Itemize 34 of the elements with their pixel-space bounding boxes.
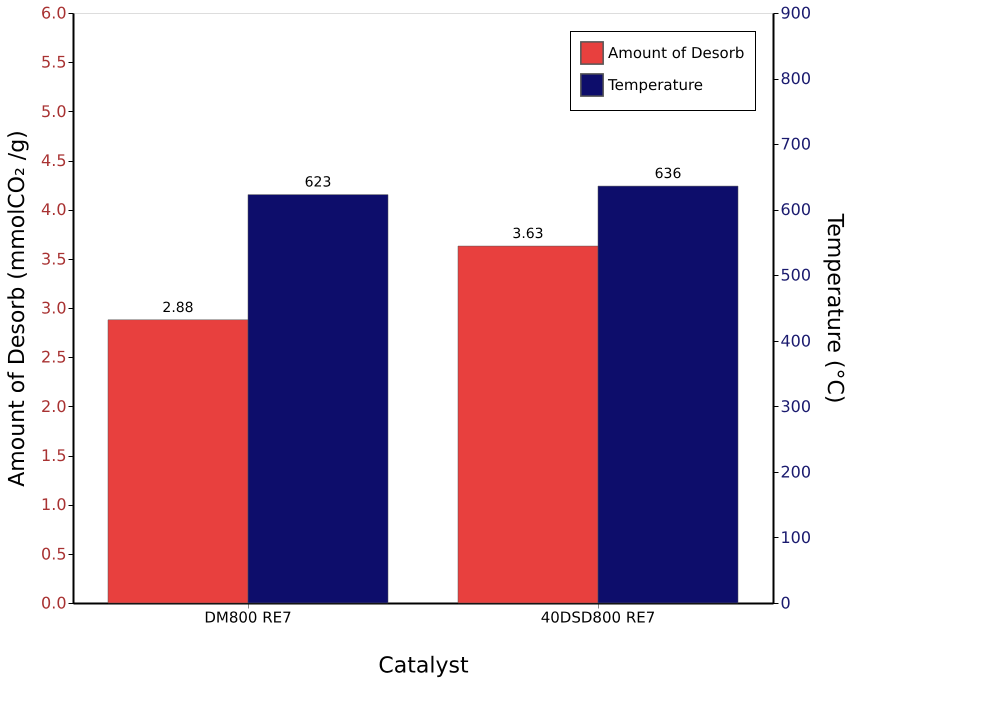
y-tick-label: 2.0 [41,396,66,416]
y2-tick-label: 500 [780,266,812,285]
data-label: 3.63 [512,226,544,242]
y-tick-label: 1.5 [41,446,66,465]
y-tick-label: 4.5 [41,151,66,170]
legend-label: Temperature [607,76,704,94]
y-tick-label: 5.0 [41,102,66,121]
x-tick-label: DM800 RE7 [204,608,292,626]
y-tick-label: 3.5 [41,249,66,268]
y-tick-label: 3.0 [41,298,66,318]
y2-tick-label: 800 [780,69,812,88]
data-label: 623 [304,174,332,191]
data-label: 636 [654,166,682,182]
y-tick-label: 0.5 [41,544,66,564]
y-tick-label: 1.0 [41,495,66,514]
y-axis-title: Amount of Desorb (mmolCO₂ /g) [5,130,30,487]
y-tick-label: 4.0 [41,200,66,220]
legend-label: Amount of Desorb [608,44,744,62]
y-tick-label: 2.5 [41,348,66,367]
y-tick-label: 5.5 [41,52,66,72]
x-tick-label: 40DSD800 RE7 [540,608,656,626]
y2-tick-label: 100 [780,528,812,547]
y2-tick-label: 200 [780,462,812,482]
y2-tick-label: 300 [780,396,812,416]
x-axis-title: Catalyst [378,654,469,678]
y-tick-label: 6.0 [41,4,66,22]
y2-axis-title: Temperature (°C) [822,212,848,404]
y2-tick-label: 0 [780,594,791,612]
y2-tick-label: 400 [780,331,812,350]
y-tick-label: 0.0 [41,594,66,612]
y2-tick-label: 900 [780,4,812,22]
y2-tick-label: 600 [780,200,812,220]
y2-tick-label: 700 [780,134,812,154]
data-label: 2.88 [162,300,194,316]
